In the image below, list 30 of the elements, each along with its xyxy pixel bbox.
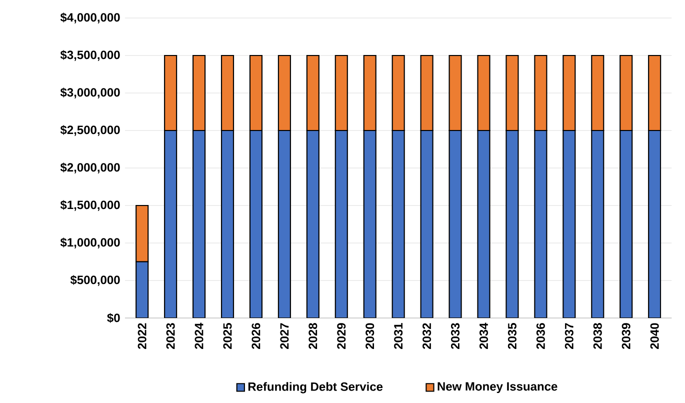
x-tick-label: 2029 [337,323,346,349]
y-tick-label: $0 [107,313,120,323]
x-tick-label: 2027 [280,323,289,349]
x-tick-label: 2022 [138,323,146,349]
y-tick-label: $2,000,000 [60,162,120,174]
x-tick-label: 2033 [451,323,460,349]
x-tick-label: 2037 [564,323,574,349]
legend-label: New Money Issuance [438,382,558,394]
x-tick-label: 2026 [252,323,260,349]
x-tick-label: 2030 [366,323,374,349]
x-tick-label: 2038 [593,323,602,349]
x-tick-label: 2039 [622,323,630,349]
y-tick-label: $3,000,000 [60,88,120,98]
y-tick-label: $1,500,000 [60,200,120,211]
y-tick-label: $4,000,000 [60,12,120,24]
x-tick-label: 2040 [650,323,659,349]
x-tick-label: 2036 [536,323,545,349]
x-tick-label: 2031 [394,323,403,349]
x-tick-label: 2035 [508,323,516,349]
legend-label: Refunding Debt Service [248,382,383,394]
x-tick-label: 2028 [308,323,318,349]
y-tick-label: $2,500,000 [60,125,120,136]
x-tick-label: 2025 [223,323,232,349]
x-tick-label: 2034 [479,322,488,349]
y-tick-label: $500,000 [70,275,120,286]
x-tick-label: 2032 [422,323,432,349]
x-tick-label: 2024 [194,322,204,349]
x-tick-label: 2023 [166,323,175,349]
y-tick-label: $1,000,000 [60,238,120,248]
y-tick-label: $3,500,000 [60,50,120,61]
